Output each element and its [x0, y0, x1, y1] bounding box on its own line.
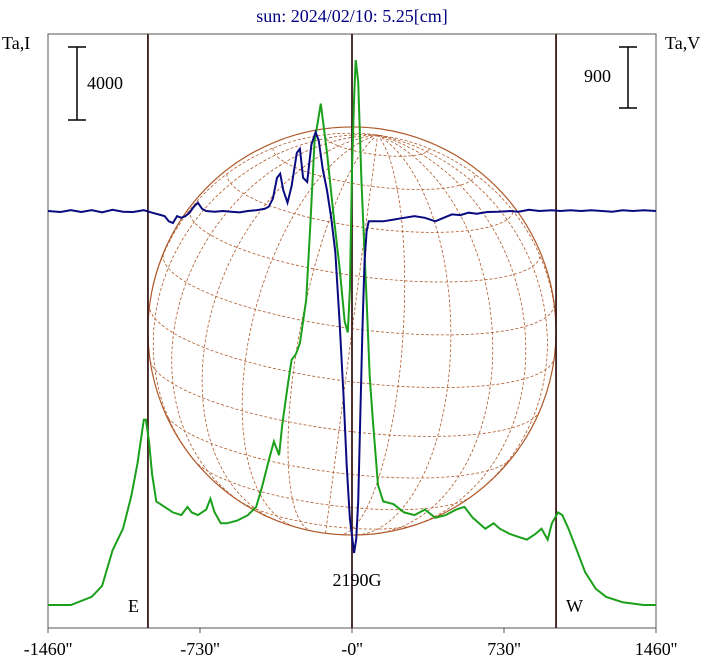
solar-disk — [147, 126, 557, 536]
longitude-line — [377, 134, 557, 358]
longitude-line — [377, 134, 548, 498]
latitude-line — [194, 460, 472, 511]
east-limb-label: E — [128, 596, 139, 616]
longitude-line — [377, 134, 494, 534]
west-limb-label: W — [566, 596, 583, 616]
x-tick-label: -0'' — [341, 639, 362, 659]
right-scale-bar-label: 900 — [584, 66, 611, 86]
longitude-line — [152, 134, 378, 461]
right-scale-bar — [619, 46, 637, 109]
longitude-line — [339, 134, 406, 535]
left-axis-label: Ta,I — [2, 33, 30, 53]
longitude-line — [325, 134, 378, 534]
polarization-curve — [47, 129, 657, 554]
x-tick-labels: -1460'' -730'' -0'' 730'' 1460'' — [24, 628, 677, 659]
latitude-line — [312, 530, 340, 535]
x-tick-label: 730'' — [487, 639, 521, 659]
x-tick-label: 1460'' — [635, 639, 678, 659]
chart-title: sun: 2024/02/10: 5.25[cm] — [256, 6, 448, 26]
left-scale-bar — [68, 46, 86, 121]
latitude-line — [149, 361, 540, 437]
latitude-line — [162, 254, 555, 336]
latitude-line — [164, 412, 512, 479]
longitude-line — [149, 132, 378, 305]
longitude-line — [377, 134, 527, 526]
x-tick-label: -730'' — [180, 639, 219, 659]
x-tick-label: -1460'' — [24, 639, 72, 659]
left-scale-bar-label: 4000 — [87, 73, 123, 93]
field-annotation: 2190G — [333, 570, 382, 590]
longitude-line — [241, 134, 378, 528]
intensity-curve — [48, 59, 656, 606]
longitude-line — [287, 134, 378, 532]
right-axis-label: Ta,V — [665, 33, 700, 53]
longitude-line — [171, 134, 378, 503]
